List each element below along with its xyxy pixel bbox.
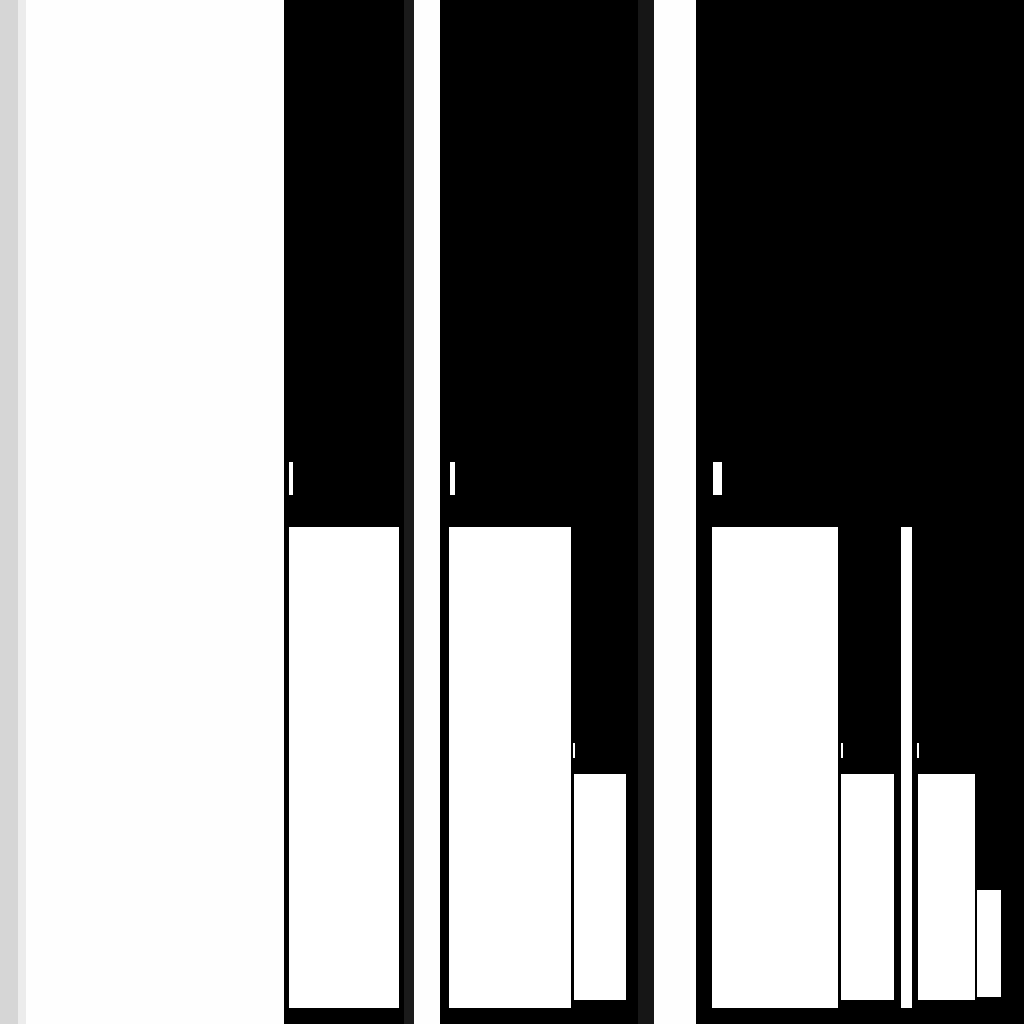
panel-2-block-2 bbox=[574, 774, 626, 1000]
panel-2-marker-2 bbox=[573, 743, 575, 758]
panel-2-edge-strip bbox=[638, 0, 654, 1024]
panel-3-marker-3 bbox=[917, 743, 919, 758]
panel-3-marker-2 bbox=[841, 743, 843, 758]
panel-3-block-1 bbox=[712, 527, 838, 1008]
panel-3-marker-1 bbox=[713, 462, 722, 495]
panel-2-marker-1 bbox=[450, 462, 455, 495]
panel-1-block bbox=[289, 527, 399, 1008]
panel-3-block-2 bbox=[841, 774, 894, 1000]
panel-3-block-4 bbox=[977, 890, 1001, 997]
panel-1-edge-strip bbox=[404, 0, 414, 1024]
panel-1-marker bbox=[289, 462, 293, 495]
left-edge-bar bbox=[0, 0, 18, 1024]
panel-3-divider bbox=[901, 527, 912, 1008]
panel-2-block-1 bbox=[449, 527, 571, 1008]
left-edge-shade bbox=[18, 0, 26, 1024]
panel-3-block-3 bbox=[918, 774, 975, 1000]
